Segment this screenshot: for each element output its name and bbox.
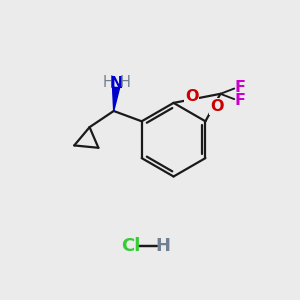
Text: H: H: [156, 237, 171, 255]
Text: N: N: [110, 76, 123, 92]
Text: O: O: [185, 89, 198, 104]
Text: F: F: [234, 80, 245, 95]
Polygon shape: [112, 87, 120, 111]
Text: O: O: [210, 99, 224, 114]
Text: H: H: [103, 75, 114, 90]
Text: H: H: [120, 75, 131, 90]
Text: Cl: Cl: [121, 237, 140, 255]
Text: F: F: [234, 93, 245, 108]
